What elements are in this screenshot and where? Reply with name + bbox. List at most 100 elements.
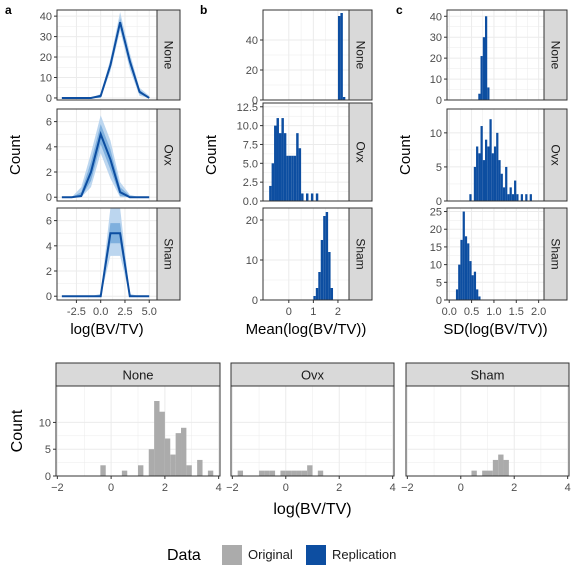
panel-d-sham-bar xyxy=(498,454,504,476)
panel-b-ovx-bar xyxy=(301,193,304,201)
panel-b-ovx-bar xyxy=(276,118,279,201)
panel-d-none-strip-label: None xyxy=(122,368,153,383)
panel-c-sham-ytick-label: 10 xyxy=(430,260,442,272)
panel-c-sham-bar xyxy=(469,261,472,300)
panel-a-sham-median-line xyxy=(61,232,150,298)
panel-c-sham-bar xyxy=(462,211,465,300)
panel-d-ovx-bar xyxy=(301,470,308,476)
panel-a-xtick-label: 0.0 xyxy=(93,306,108,318)
panel-c-ovx-bar xyxy=(482,160,485,201)
panel-c-ovx-strip xyxy=(543,108,568,202)
panel-a-none-ytick-label: 30 xyxy=(40,32,52,44)
panel-c-ovx-bar xyxy=(484,139,488,201)
panel-d-sham-bar xyxy=(487,470,493,476)
panel-a-xtick-label: 5.0 xyxy=(142,306,157,318)
panel-d-none-strip xyxy=(55,362,221,387)
panel-c-sham-ytick-label: 20 xyxy=(430,224,442,236)
panel-b-ovx-strip-label: Ovx xyxy=(354,141,368,162)
panel-b-none-strip-label: None xyxy=(354,41,368,70)
panel-d-none-bar xyxy=(159,411,165,476)
panel-c-ovx-bar xyxy=(516,194,519,201)
panel-b-ovx-bar xyxy=(298,148,302,201)
panel-b-ovx-bar xyxy=(291,155,294,201)
panel-d-ovx-bar xyxy=(296,470,302,476)
panel-d-sham-xtick-label: −2 xyxy=(401,482,414,494)
panel-b-xtick-label: 1 xyxy=(310,306,316,318)
panel-d-none-bar xyxy=(121,470,128,476)
panel-c-sham-bar xyxy=(464,236,468,300)
panel-c-ovx-ytick-label: 5 xyxy=(436,162,442,174)
panel-d-sham-bar xyxy=(482,470,488,476)
panel-a-ovx-interval-inner xyxy=(61,124,150,198)
panel-c-sham-bar xyxy=(460,239,463,300)
panel-d-none-bar xyxy=(197,459,203,476)
panel-c-ovx-bar xyxy=(525,194,528,201)
panel-c-ovx-strip-label: Ovx xyxy=(549,144,563,165)
legend-key-replication xyxy=(306,545,326,565)
panel-c-sham-bar xyxy=(473,271,477,300)
panel-c-none-bar xyxy=(487,87,490,100)
panel-a-none-ytick-label: 40 xyxy=(40,11,52,23)
panel-d-none-bar xyxy=(154,401,160,476)
panel-c-none-ytick-label: 40 xyxy=(430,11,442,23)
panel-b-label: b xyxy=(200,3,207,17)
panel-d-ovx-bar xyxy=(237,470,244,476)
panel-d-none-bar xyxy=(164,438,171,476)
panel-d-ovx-xtick-label: 4 xyxy=(390,482,396,494)
panel-c-none-ytick-label: 20 xyxy=(430,53,442,65)
panel-c-sham-ytick-label: 25 xyxy=(430,207,442,219)
panel-d-ytick-label: 5 xyxy=(45,444,51,456)
panel-b-sham-bar xyxy=(323,216,326,300)
panel-a-xtick-label: 2.5 xyxy=(117,306,132,318)
panel-c-ovx-bar xyxy=(491,153,494,201)
panel-d-sham-bar xyxy=(503,459,509,476)
panel-c-none-bar xyxy=(480,56,483,100)
panel-b-none-ytick-label: 0 xyxy=(252,95,258,107)
panel-c-xtick-label: 1.0 xyxy=(486,306,501,318)
panel-b-ovx-bar xyxy=(281,118,284,201)
panel-a-x-axis-title: log(BV/TV) xyxy=(70,321,143,338)
panel-b-none-bar xyxy=(337,16,341,100)
panel-c-sham-bar xyxy=(467,243,470,300)
panel-c-label: c xyxy=(396,3,403,17)
panel-b-ovx-bar xyxy=(310,193,314,201)
panel-d-none-xtick-label: 0 xyxy=(108,482,114,494)
panel-a-none-panel-background xyxy=(57,10,157,100)
panel-d-ovx-bar xyxy=(307,465,313,476)
panel-a-y-axis-title: Count xyxy=(7,134,24,175)
panel-d-none-bar xyxy=(186,465,192,476)
panel-c-ovx-ytick-label: 10 xyxy=(430,128,442,140)
panel-d-ovx-bar xyxy=(291,470,297,476)
panel-b-none-ytick-label: 20 xyxy=(246,65,258,77)
panel-b-sham-bar xyxy=(330,288,334,300)
panel-b-sham-bar xyxy=(318,272,321,300)
panel-b-sham-bar xyxy=(325,212,329,300)
panel-a-ovx-ytick-label: 2 xyxy=(46,167,52,179)
panel-b-y-axis-title: Count xyxy=(203,134,220,175)
panel-c-ovx-bar xyxy=(529,194,532,201)
panel-a-sham-ytick-label: 6 xyxy=(46,216,52,228)
panel-c-none-strip xyxy=(543,9,568,101)
panel-c-ovx-bar xyxy=(487,146,490,201)
panel-b-sham-bar xyxy=(320,240,324,300)
panel-b-x-axis-title: Mean(log(BV/TV)) xyxy=(246,321,367,338)
panel-c-sham-bar xyxy=(476,289,479,300)
panel-c-sham-ytick-label: 15 xyxy=(430,242,442,254)
panel-b-ovx-ytick-label: 2.5 xyxy=(243,177,258,189)
panel-c-ovx-bar xyxy=(469,194,472,201)
panel-b-sham-panel-background xyxy=(263,208,349,300)
panel-c-none-ytick-label: 10 xyxy=(430,74,442,86)
panel-b-xtick-label: 2 xyxy=(335,306,341,318)
panel-c-ovx-bar xyxy=(511,194,515,201)
panel-c-ovx-bar xyxy=(476,146,479,201)
panel-b-ovx-bar xyxy=(288,155,292,201)
panel-b-ovx-bar xyxy=(296,133,299,201)
panel-d-sham-strip xyxy=(405,362,570,387)
panel-c-xtick-label: 0.0 xyxy=(442,306,457,318)
panel-b-sham-strip xyxy=(348,207,373,301)
panel-a-ovx-ytick-label: 0 xyxy=(46,192,52,204)
panel-d-ovx-strip-label: Ovx xyxy=(301,368,325,383)
panel-b-ovx-bar xyxy=(274,125,277,201)
panel-c-sham-bar xyxy=(478,296,481,300)
